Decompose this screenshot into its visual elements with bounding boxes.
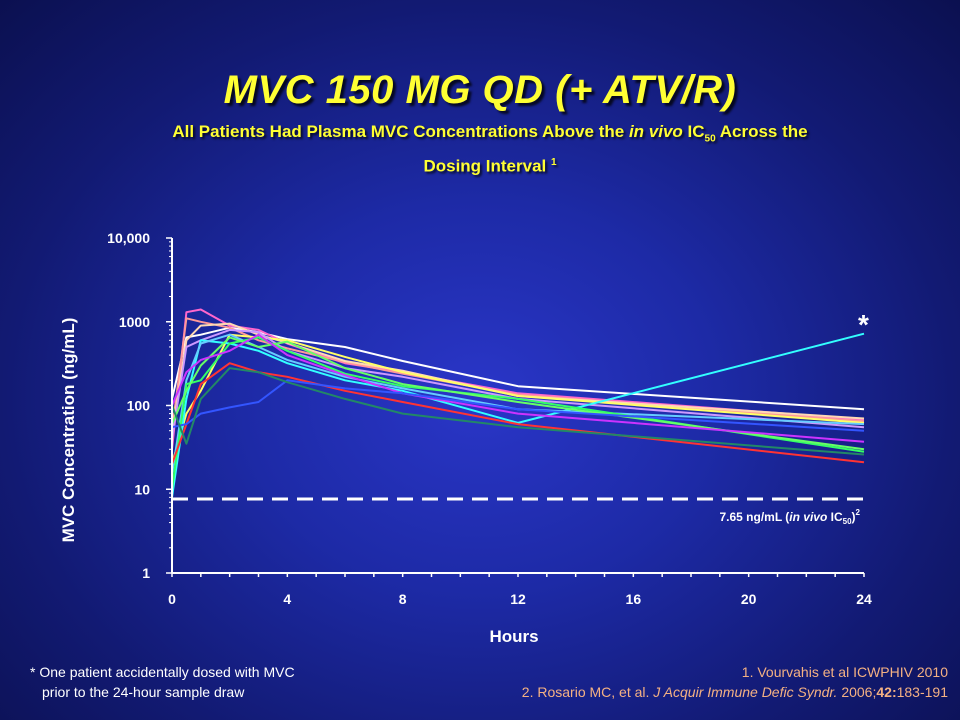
- threshold-label: 7.65 ng/mL (in vivo IC50)2: [719, 508, 860, 526]
- x-tick-label: 24: [856, 591, 872, 607]
- accidental-dose-asterisk: *: [858, 309, 869, 340]
- patient-series-line-8: [171, 333, 865, 475]
- x-tick-label: 4: [283, 591, 291, 607]
- references: 1. Vourvahis et al ICWPHIV 2010 2. Rosar…: [388, 662, 948, 702]
- patient-series-line-2: [171, 308, 865, 450]
- y-tick-label: 1: [142, 565, 150, 581]
- y-axis-title: MVC Concentration (ng/mL): [59, 318, 78, 543]
- slide-subtitle: All Patients Had Plasma MVC Concentratio…: [172, 122, 808, 177]
- y-tick-label: 10: [134, 481, 150, 497]
- x-axis-title: Hours: [489, 627, 538, 646]
- reference-2: 2. Rosario MC, et al. J Acquir Immune De…: [521, 684, 948, 700]
- x-tick-label: 20: [741, 591, 757, 607]
- x-tick-label: 0: [168, 591, 176, 607]
- patient-series-line-11: [171, 333, 865, 443]
- y-tick-label: 1000: [119, 314, 150, 330]
- y-tick-label: 100: [127, 398, 151, 414]
- footnote-line-1: * One patient accidentally dosed with MV…: [30, 664, 295, 680]
- x-tick-label: 12: [510, 591, 526, 607]
- patient-series-line-14: [171, 367, 865, 456]
- patient-series-line-6: [171, 328, 865, 439]
- patient-series-line-7: [171, 332, 865, 498]
- y-tick-label: 10,000: [107, 230, 150, 246]
- x-tick-label: 16: [626, 591, 642, 607]
- reference-1: 1. Vourvahis et al ICWPHIV 2010: [741, 664, 948, 680]
- x-tick-label: 8: [399, 591, 407, 607]
- footnote-line-2: prior to the 24-hour sample draw: [42, 684, 245, 700]
- footnote: * One patient accidentally dosed with MV…: [30, 662, 390, 702]
- slide-title: MVC 150 MG QD (+ ATV/R): [223, 68, 737, 112]
- patient-series-line-12: [171, 362, 865, 465]
